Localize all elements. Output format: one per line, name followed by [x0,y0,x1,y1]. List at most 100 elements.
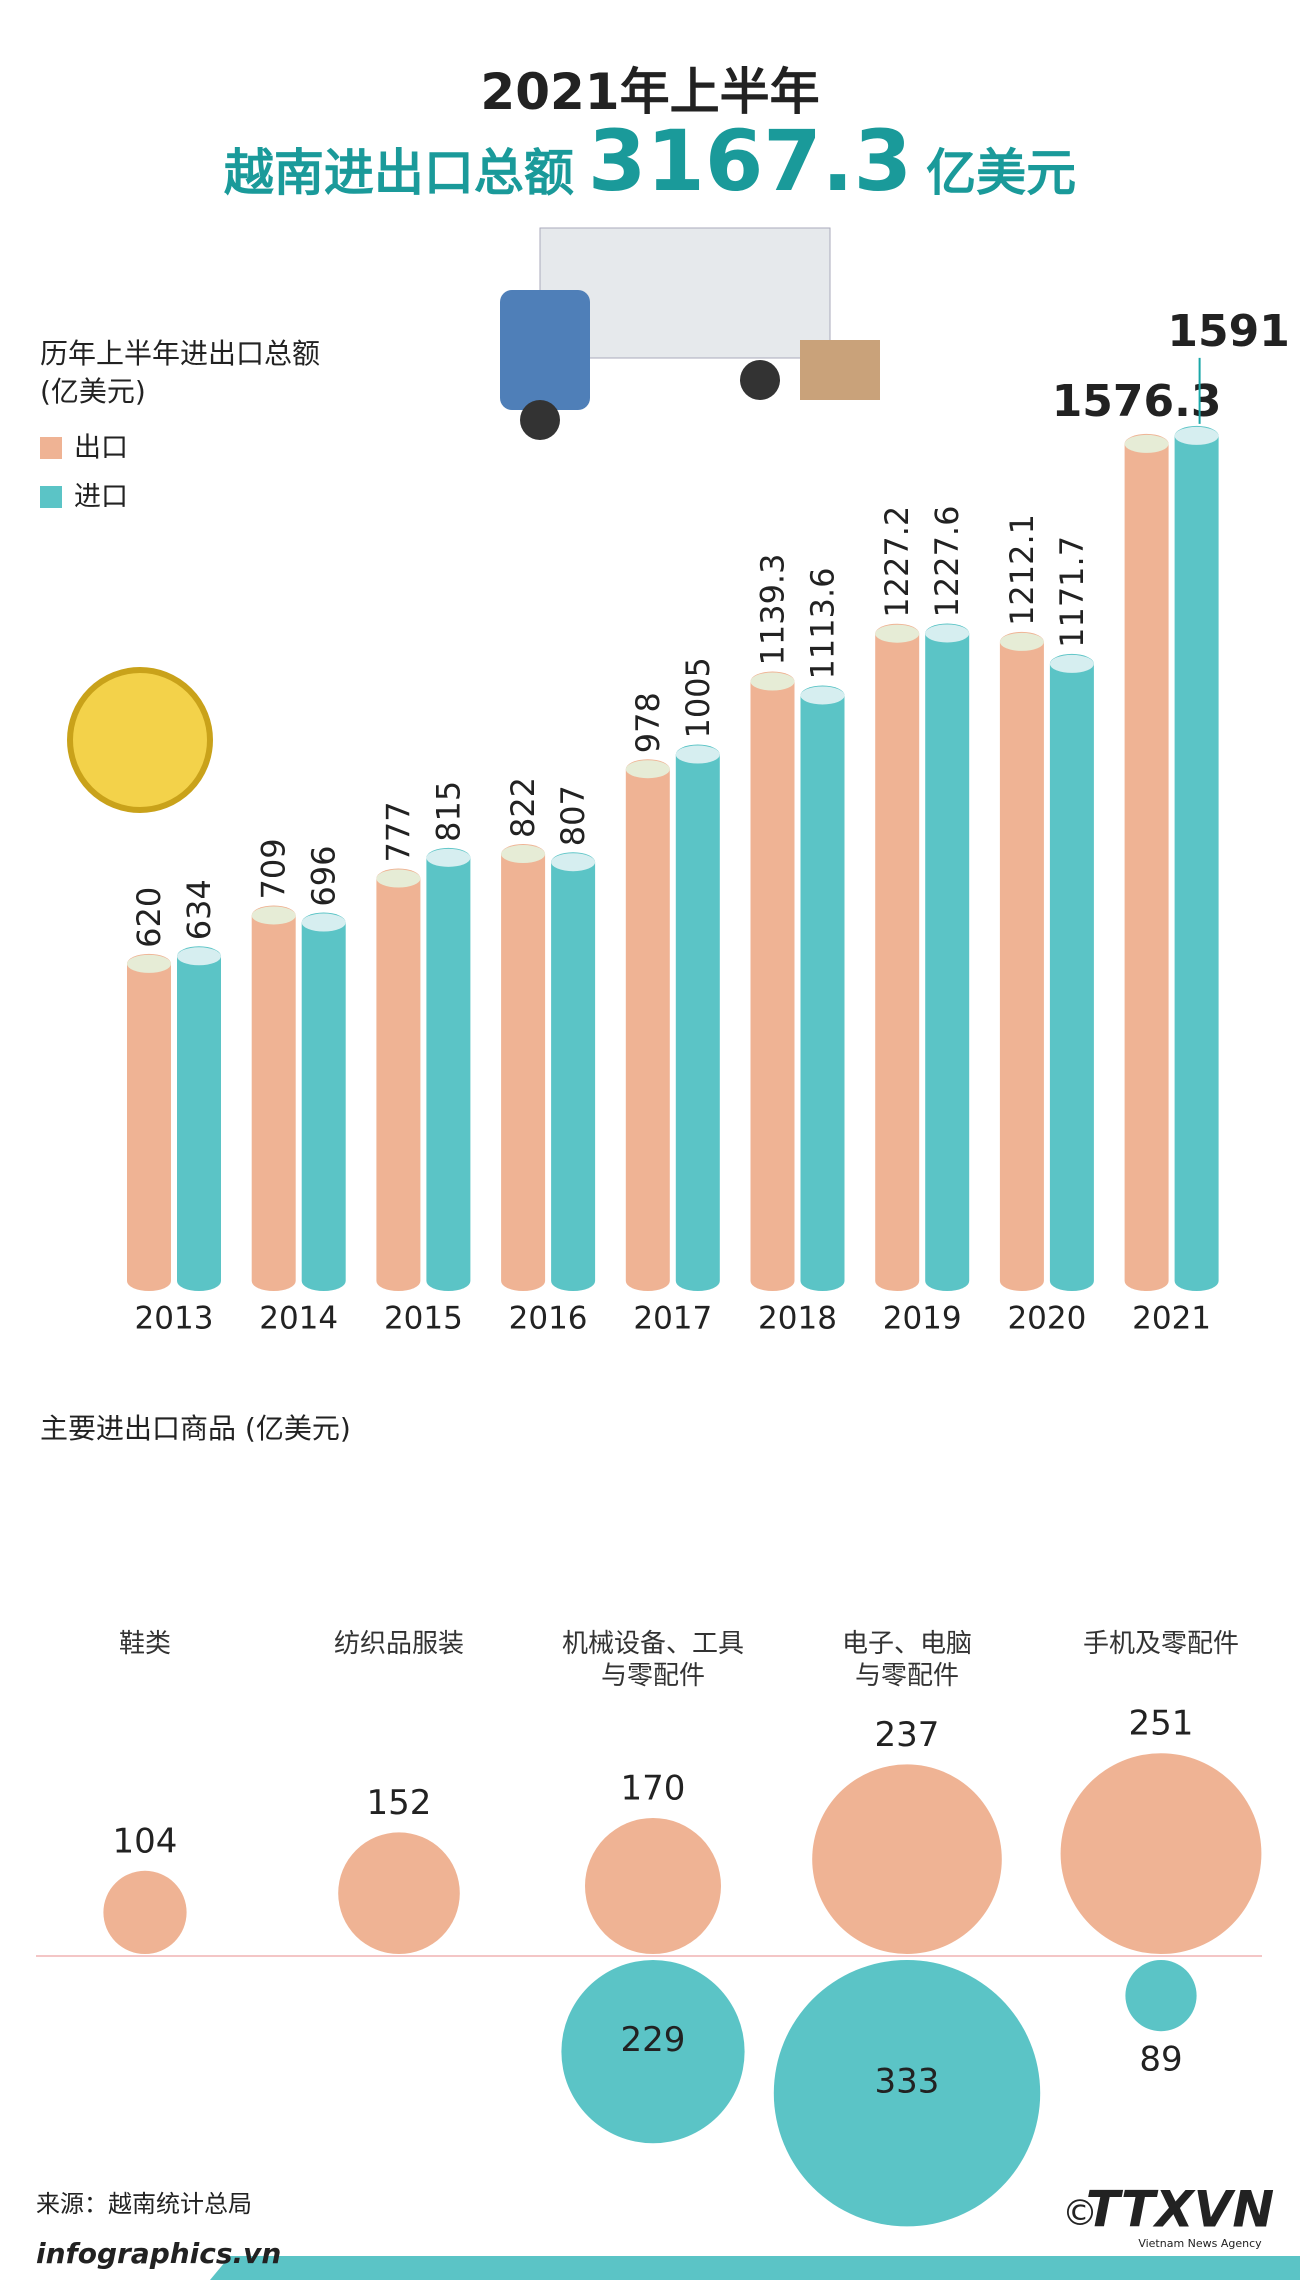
value-label: 1005 [679,657,717,738]
value-label: 229 [621,2020,686,2060]
category-label: 鞋类 [118,1629,171,1659]
bar-chart-unit: (亿美元) [40,375,146,408]
value-label: 1227.2 [878,506,916,618]
headline: 越南进出口总额 3167.3 亿美元 [0,112,1300,210]
bar-chart-title: 历年上半年进出口总额 [40,337,320,370]
bar-cap [127,954,171,973]
x-tick-label: 2019 [883,1301,962,1337]
truck-cab [500,290,590,410]
box [800,340,880,400]
bubble [585,1818,721,1954]
bar-cap [750,672,795,691]
bar-cap [1124,434,1169,453]
value-label: 1591 [1167,306,1289,357]
bar-cap [376,869,421,888]
truck-wheel [740,360,780,400]
category-label: 机械设备、工具 与零配件 [561,1629,744,1691]
value-label: 152 [367,1783,432,1823]
value-label: 696 [305,845,343,906]
header-title: 2021年上半年 [480,63,820,121]
headline-unit: 亿美元 [926,144,1077,202]
bar [426,847,471,1291]
bar-cap [625,760,670,779]
copyright: © [1062,2193,1098,2234]
x-tick-label: 2020 [1007,1301,1086,1337]
bubble-chart-title: 主要进出口商品 (亿美元) [40,1412,351,1445]
bar [625,759,670,1291]
headline-total: 3167.3 [587,112,913,210]
category-label: 电子、电脑 与零配件 [841,1629,972,1691]
x-tick-label: 2021 [1132,1301,1211,1337]
bar-cap [551,853,596,872]
bar [999,631,1044,1291]
bar [177,946,221,1291]
legend-label: 进口 [74,482,128,513]
value-label: 251 [1129,1704,1194,1744]
coin [67,667,213,813]
x-tick-label: 2018 [758,1301,837,1337]
logo: TTXVN [1086,2181,1274,2239]
bar [1124,433,1169,1292]
bubble [812,1764,1002,1954]
value-label: 333 [875,2062,940,2102]
value-label: 1113.6 [804,568,842,680]
bar [1174,425,1219,1291]
bar-cap [675,745,720,764]
bar-cap [177,947,221,966]
legend-swatch [40,486,62,508]
value-label: 1139.3 [754,554,792,666]
value-label: 1576.3 [1052,376,1222,427]
bar-cap [925,624,970,643]
bar-cap [501,845,546,864]
bar [376,868,421,1291]
bar [251,905,296,1291]
value-label: 237 [875,1715,940,1755]
bar [551,852,596,1291]
bar [875,623,920,1291]
value-label: 104 [113,1821,178,1861]
bubble [773,1960,1041,2227]
bar [1049,653,1094,1291]
bubble [103,1870,187,1954]
site: infographics.vn [36,2237,281,2270]
category-label: 纺织品服装 [333,1629,464,1659]
bar-cap [800,686,845,705]
value-label: 1212.1 [1003,514,1041,626]
value-label: 978 [629,692,667,753]
bar-cap [1049,654,1094,673]
value-label: 170 [621,1769,686,1809]
category-label: 手机及零配件 [1082,1629,1239,1659]
legend-label: 出口 [74,433,128,464]
bubble [1060,1753,1262,1954]
value-label: 634 [180,879,218,940]
bar [501,844,546,1291]
bar [800,685,845,1291]
value-label: 1227.6 [928,506,966,618]
agency: Vietnam News Agency [1138,2237,1262,2250]
value-label: 89 [1139,2040,1182,2080]
bubble [561,1960,745,2144]
legend-swatch [40,437,62,459]
value-label: 815 [429,781,467,842]
bar-cap [251,906,296,925]
x-tick-label: 2013 [135,1301,214,1337]
value-label: 807 [554,785,592,846]
headline-text: 越南进出口总额 [223,144,574,202]
bubble [1125,1960,1197,2032]
value-label: 1171.7 [1053,536,1091,648]
bar [750,671,795,1291]
x-tick-label: 2014 [259,1301,338,1337]
value-label: 822 [504,777,542,838]
bar-cap [999,632,1044,651]
bar [925,623,970,1291]
value-label: 620 [130,887,168,948]
truck-wheel [520,400,560,440]
bar-cap [301,913,346,932]
source: 来源：越南统计总局 [36,2190,252,2218]
bar-cap [1174,426,1219,445]
bar [127,953,171,1291]
x-tick-label: 2015 [384,1301,463,1337]
bar-cap [875,624,920,643]
footer-band [210,2256,1300,2280]
